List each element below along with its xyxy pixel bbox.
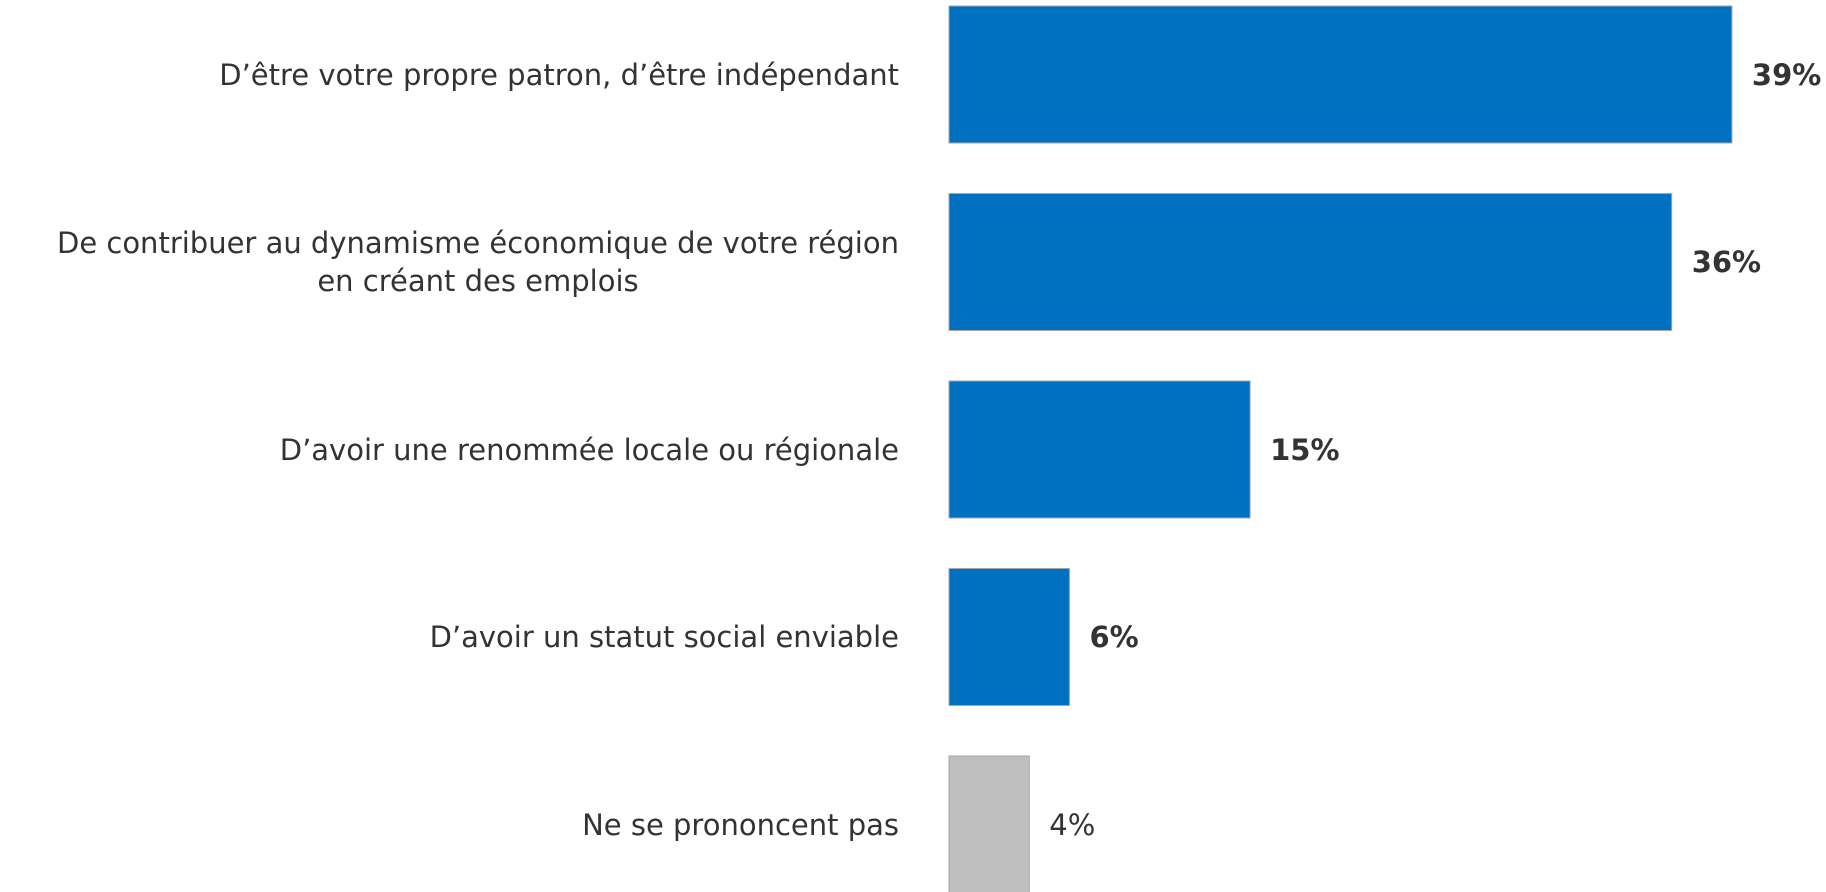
category-text: De contribuer au dynamisme économique de… [56, 226, 899, 298]
value-label: 6% [1089, 620, 1139, 654]
category-text: D’avoir un statut social enviable [429, 620, 899, 654]
bar [948, 380, 1251, 519]
category-text: D’être votre propre patron, d’être indép… [219, 57, 899, 92]
bar [948, 568, 1070, 706]
category-text: Ne se prononcent pas [582, 807, 899, 842]
category-label: D’avoir une renommée locale ou régionale [0, 400, 899, 500]
bar [948, 5, 1733, 144]
category-label: Ne se prononcent pas [0, 775, 899, 875]
category-label: De contribuer au dynamisme économique de… [0, 212, 899, 312]
category-text: D’avoir une renommée locale ou régionale [279, 432, 899, 467]
category-label: D’avoir un statut social enviable [0, 587, 899, 687]
value-label: 39% [1751, 57, 1822, 92]
category-label: D’être votre propre patron, d’être indép… [0, 25, 899, 125]
value-label: 4% [1049, 807, 1096, 842]
value-label: 15% [1270, 432, 1340, 467]
bar [948, 755, 1030, 892]
value-label: 36% [1691, 245, 1762, 279]
bar [948, 193, 1673, 331]
